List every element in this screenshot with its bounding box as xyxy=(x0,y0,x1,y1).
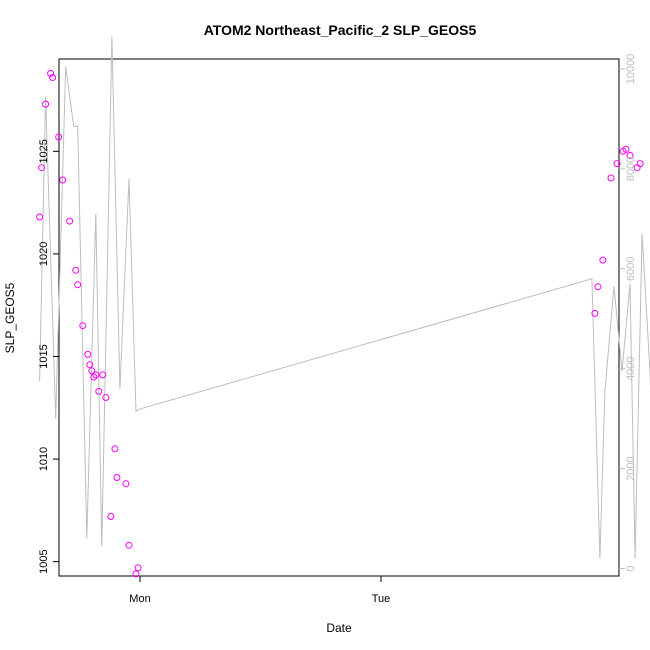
data-point xyxy=(86,361,94,369)
y-axis-label: SLP_GEOS5 xyxy=(3,282,17,353)
data-point xyxy=(66,217,74,225)
data-point xyxy=(622,145,630,153)
data-point xyxy=(47,69,55,77)
data-point xyxy=(122,480,130,488)
y-axis-right: 0 2000 4000 6000 8000 10000 xyxy=(619,54,637,572)
data-point xyxy=(102,394,110,401)
data-point xyxy=(36,213,44,221)
data-point xyxy=(125,541,133,549)
data-point xyxy=(92,371,100,379)
data-point xyxy=(55,133,63,141)
series-line xyxy=(39,36,650,559)
y-right-tick-label: 0 xyxy=(625,565,637,571)
data-point xyxy=(113,474,121,481)
plot-frame xyxy=(58,58,620,577)
data-point xyxy=(42,100,50,108)
y-left-tick-label: 1010 xyxy=(38,447,50,471)
data-point xyxy=(95,387,103,395)
y-right-tick-label: 8000 xyxy=(625,157,637,181)
x-tick-label: Tue xyxy=(372,593,391,605)
y-left-tick-label: 1025 xyxy=(38,139,50,163)
data-point xyxy=(74,281,82,289)
x-axis-label: Date xyxy=(326,621,352,635)
y-right-tick-label: 10000 xyxy=(625,54,637,85)
data-point xyxy=(636,160,644,168)
data-point xyxy=(132,570,140,578)
chart-title: ATOM2 Northeast_Pacific_2 SLP_GEOS5 xyxy=(204,22,477,38)
data-point xyxy=(599,256,607,264)
y-right-tick-label: 2000 xyxy=(625,456,637,480)
data-point xyxy=(111,445,119,453)
data-point xyxy=(59,176,67,184)
data-point xyxy=(72,266,80,274)
data-point xyxy=(99,371,107,379)
series-line-layer xyxy=(39,36,650,559)
x-axis: Mon Tue xyxy=(129,576,390,605)
y-right-tick-label: 6000 xyxy=(625,257,637,281)
y-left-tick-label: 1005 xyxy=(38,549,50,573)
data-point xyxy=(107,513,115,520)
data-point xyxy=(79,322,87,330)
data-point xyxy=(134,564,142,572)
data-point xyxy=(591,309,599,317)
y-left-tick-label: 1015 xyxy=(38,344,50,368)
x-tick-label: Mon xyxy=(129,593,150,605)
data-point xyxy=(38,164,46,172)
data-point xyxy=(49,74,57,81)
y-left-tick-label: 1020 xyxy=(38,242,50,266)
data-point xyxy=(84,350,92,358)
data-point xyxy=(594,283,602,291)
data-point xyxy=(626,151,634,159)
data-point xyxy=(613,160,621,168)
y-right-tick-label: 4000 xyxy=(625,356,637,380)
y-axis-left: 1005 1010 1015 1020 1025 xyxy=(38,139,59,574)
data-point xyxy=(607,174,615,182)
series-points-layer xyxy=(36,69,644,578)
data-point xyxy=(90,373,98,381)
data-point xyxy=(88,367,96,375)
